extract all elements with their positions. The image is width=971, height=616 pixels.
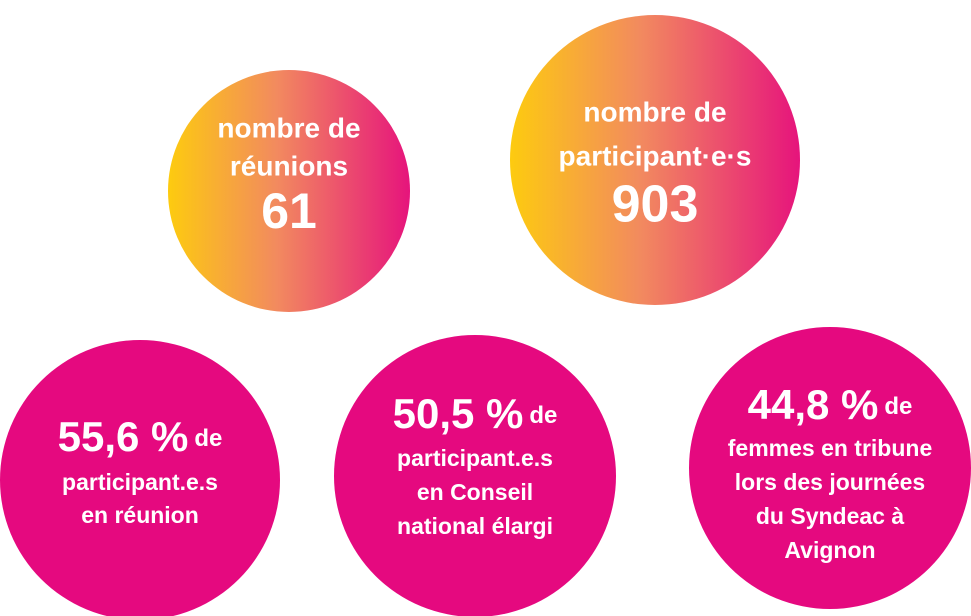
stat-value: 61	[261, 183, 317, 239]
stat-circle: nombre de participant·e·s 903	[510, 15, 800, 305]
stat-circle: participant.e.s en Conseil national élargi…	[334, 335, 616, 616]
stat-label: en réunion	[81, 502, 199, 528]
stat-value: 50,5 %	[393, 390, 524, 437]
stat-label: national élargi	[397, 513, 553, 539]
stat-label: participant.e.s	[397, 445, 553, 471]
stat-label: en Conseil	[417, 479, 533, 505]
stat-suffix: de	[884, 393, 912, 420]
circle	[689, 327, 971, 609]
circle	[168, 70, 410, 312]
stat-label: participant·e·s	[559, 140, 752, 171]
stat-circle: participant.e.s en réunion 55,6 % de	[0, 340, 280, 616]
stat-label: réunions	[230, 150, 348, 181]
stat-value: 44,8 %	[748, 381, 879, 428]
stat-suffix: de	[194, 425, 222, 452]
stat-circle: femmes en tribune lors des journées du Syn…	[689, 327, 971, 609]
stat-label: Avignon	[784, 537, 875, 563]
stat-headline: 44,8 % de	[748, 381, 913, 428]
stat-label: nombre de	[217, 112, 360, 143]
stat-label: nombre de	[583, 96, 726, 127]
stat-value: 55,6 %	[58, 413, 189, 460]
circle	[0, 340, 280, 616]
circle	[510, 15, 800, 305]
stat-label: du Syndeac à	[756, 503, 904, 529]
stat-headline: 50,5 % de	[393, 390, 558, 437]
stat-label: lors des journées	[735, 469, 925, 495]
circle	[334, 335, 616, 616]
stat-suffix: de	[529, 402, 557, 429]
stat-label: participant.e.s	[62, 469, 218, 495]
stat-value: 903	[612, 176, 699, 234]
stat-headline: 55,6 % de	[58, 413, 223, 460]
stat-label: femmes en tribune	[728, 435, 933, 461]
